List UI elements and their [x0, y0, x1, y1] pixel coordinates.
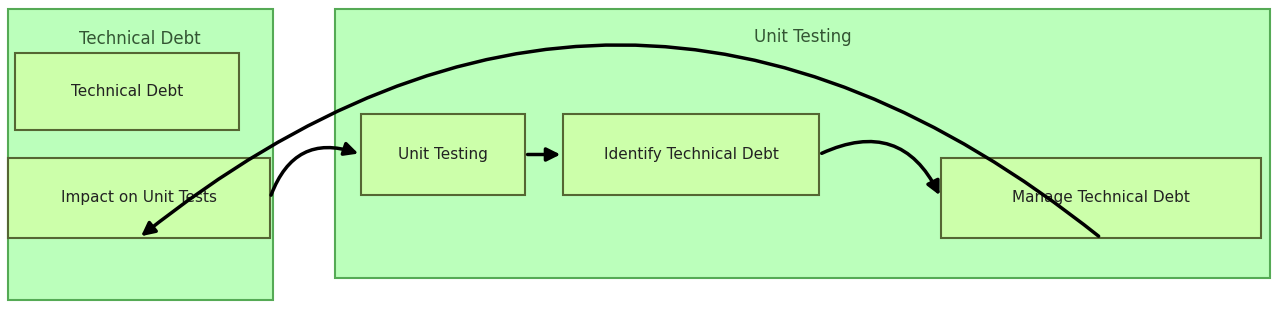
Text: Unit Testing: Unit Testing: [754, 28, 851, 46]
FancyBboxPatch shape: [563, 114, 819, 195]
Text: Impact on Unit Tests: Impact on Unit Tests: [61, 190, 216, 205]
FancyBboxPatch shape: [8, 9, 273, 300]
Text: Unit Testing: Unit Testing: [398, 147, 488, 162]
FancyBboxPatch shape: [8, 158, 270, 238]
Text: Manage Technical Debt: Manage Technical Debt: [1012, 190, 1189, 205]
FancyBboxPatch shape: [941, 158, 1261, 238]
Text: Technical Debt: Technical Debt: [79, 30, 201, 48]
Text: Identify Technical Debt: Identify Technical Debt: [604, 147, 778, 162]
FancyBboxPatch shape: [15, 53, 239, 130]
FancyBboxPatch shape: [335, 9, 1270, 278]
Text: Technical Debt: Technical Debt: [72, 84, 183, 99]
FancyBboxPatch shape: [361, 114, 525, 195]
